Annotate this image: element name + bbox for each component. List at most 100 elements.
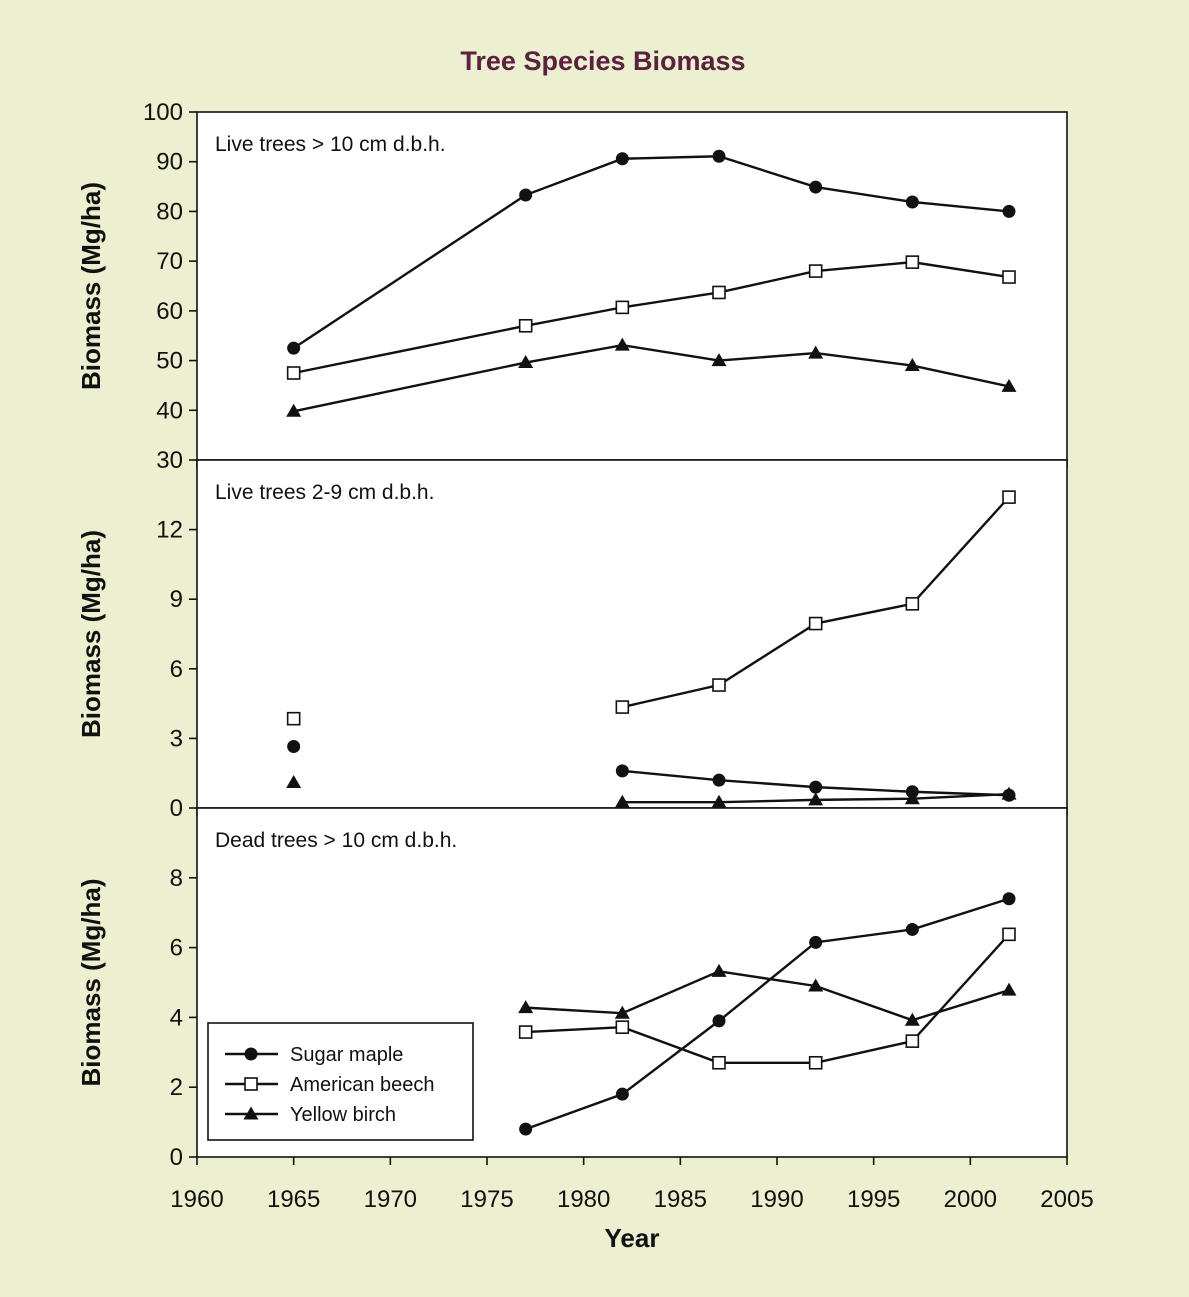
y-tick-label: 12	[156, 517, 183, 544]
data-point	[712, 149, 726, 163]
data-point	[905, 1034, 920, 1048]
data-point	[711, 353, 727, 367]
y-tick-label: 90	[156, 149, 183, 176]
legend-entry-sugar-maple: Sugar maple	[225, 1044, 403, 1066]
x-tick-label: 1975	[460, 1186, 513, 1213]
y-tick-label: 4	[170, 1004, 183, 1031]
y-tick-label: 0	[170, 795, 183, 822]
panel-3: 0 2 4 6 8 1960 1965 1970 1975 1980 1985 1990 1995 200…	[76, 807, 1094, 1253]
data-point	[615, 1020, 630, 1034]
y-tick-label: 8	[170, 865, 183, 892]
data-point	[809, 180, 823, 194]
data-point	[808, 1055, 823, 1070]
y-axis-title: Biomass (Mg/ha)	[76, 878, 106, 1086]
y-tick-label: 3	[170, 725, 183, 752]
data-point	[808, 616, 823, 631]
data-point	[1001, 982, 1017, 996]
data-point	[614, 794, 630, 808]
data-point	[519, 1122, 533, 1136]
data-point	[711, 963, 727, 977]
data-point	[808, 978, 824, 992]
data-point	[615, 700, 630, 714]
legend-label: American beech	[290, 1074, 435, 1096]
series-american-beech	[286, 255, 1016, 380]
data-point	[711, 794, 727, 808]
y-tick-label: 60	[156, 298, 183, 325]
y-axis-title: Biomass (Mg/ha)	[76, 530, 106, 738]
x-tick-label: 1965	[267, 1186, 320, 1213]
data-point	[904, 791, 920, 805]
series-yellow-birch	[286, 774, 1017, 808]
y-tick-label: 50	[156, 348, 183, 375]
data-point	[808, 345, 824, 359]
data-point	[518, 1025, 533, 1039]
y-tick-label: 9	[170, 586, 183, 613]
series-yellow-birch	[518, 963, 1017, 1026]
data-point	[1002, 490, 1016, 504]
data-point	[905, 922, 919, 936]
y-tick-label: 40	[156, 397, 183, 424]
data-point	[712, 773, 726, 787]
y-tick-label: 80	[156, 198, 183, 225]
data-point	[712, 285, 726, 300]
series-sugar-maple	[287, 149, 1016, 355]
data-point	[809, 780, 823, 794]
data-point	[286, 403, 302, 417]
data-point	[1002, 270, 1016, 284]
data-point	[518, 355, 534, 369]
plot-frame	[196, 807, 1068, 1158]
x-tick-label: 1980	[557, 1186, 610, 1213]
data-point	[904, 1012, 920, 1026]
data-point	[808, 792, 824, 806]
y-tick-label: 100	[143, 99, 183, 126]
panel-2: 0 3 6 9 12 Live trees 2-9 cm d.b.h. Biomass (M…	[76, 459, 1068, 822]
data-point	[808, 264, 823, 278]
series-line	[525, 933, 1010, 1064]
data-point	[809, 935, 823, 949]
data-point	[615, 1087, 629, 1101]
data-point	[286, 366, 301, 380]
data-point	[615, 300, 630, 315]
y-tick-label: 6	[170, 935, 183, 962]
y-tick-label: 6	[170, 656, 183, 683]
panel-1: 30 40 50 60 70 80 90 100 Live trees > 10 cm d.b.…	[76, 99, 1068, 474]
legend-marker	[244, 1047, 258, 1061]
y-tick-label: 0	[170, 1144, 183, 1171]
series-line	[525, 897, 1010, 1131]
data-point	[615, 152, 629, 166]
legend: Sugar maple American beech Yellow birch	[207, 1022, 474, 1141]
data-point	[518, 1000, 534, 1014]
legend-marker	[244, 1077, 258, 1091]
series-yellow-birch	[286, 337, 1017, 417]
data-point	[518, 318, 533, 333]
series-american-beech	[518, 927, 1016, 1070]
data-point	[712, 678, 726, 692]
data-point	[904, 358, 920, 372]
data-point	[286, 711, 301, 726]
legend-entry-american-beech: American beech	[225, 1074, 435, 1096]
x-axis-title: Year	[605, 1223, 660, 1253]
legend-label: Sugar maple	[290, 1044, 403, 1066]
data-point	[287, 341, 301, 355]
x-tick-label: 1970	[364, 1186, 417, 1213]
data-point	[905, 597, 920, 611]
panel-label: Dead trees > 10 cm d.b.h.	[215, 829, 457, 852]
series-sugar-maple	[519, 892, 1016, 1136]
data-point	[286, 774, 302, 788]
x-tick-label: 1990	[750, 1186, 803, 1213]
chart-title: Tree Species Biomass	[460, 46, 745, 76]
data-point	[1001, 786, 1017, 800]
y-tick-label: 70	[156, 248, 183, 275]
y-axis-title: Biomass (Mg/ha)	[76, 182, 106, 390]
x-tick-label: 2005	[1040, 1186, 1093, 1213]
data-point	[905, 255, 920, 269]
panel-label: Live trees > 10 cm d.b.h.	[215, 133, 446, 156]
panel-label: Live trees 2-9 cm d.b.h.	[215, 481, 434, 504]
data-point	[1002, 927, 1016, 942]
x-tick-label: 1960	[170, 1186, 223, 1213]
y-tick-label: 2	[170, 1074, 183, 1101]
data-point	[905, 195, 919, 209]
series-american-beech	[286, 490, 1016, 726]
